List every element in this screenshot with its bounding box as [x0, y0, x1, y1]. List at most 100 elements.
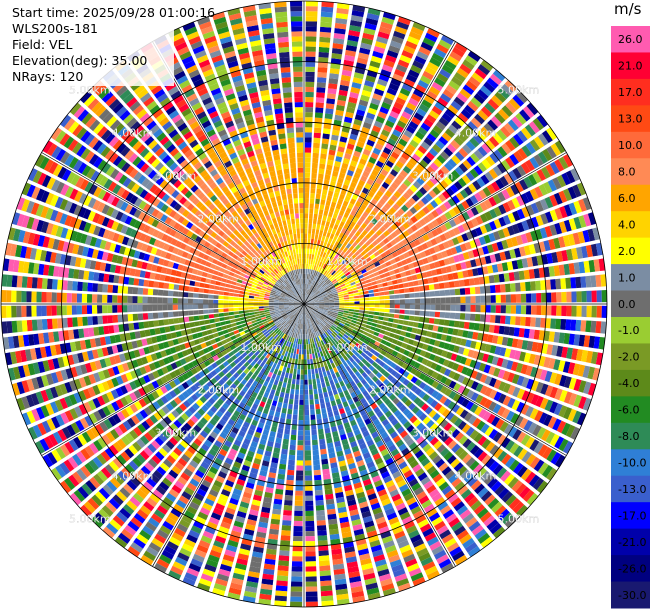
velocity-gate: [329, 327, 334, 333]
velocity-gate: [391, 251, 399, 258]
velocity-gate: [290, 591, 303, 597]
velocity-gate: [338, 293, 344, 297]
velocity-gate: [40, 405, 50, 418]
velocity-gate: [275, 329, 281, 334]
velocity-gate: [76, 468, 88, 481]
velocity-gate: [412, 280, 419, 286]
velocity-gate: [80, 504, 92, 517]
velocity-gate: [173, 387, 181, 396]
velocity-gate: [205, 352, 212, 359]
velocity-gate: [348, 462, 357, 470]
velocity-gate: [505, 156, 515, 168]
velocity-gate: [267, 318, 273, 323]
velocity-gate: [329, 244, 334, 250]
velocity-gate: [380, 21, 393, 30]
velocity-gate: [305, 31, 317, 37]
velocity-gate: [59, 397, 69, 410]
velocity-gate: [582, 365, 591, 379]
velocity-gate: [43, 436, 54, 449]
velocity-gate: [309, 291, 313, 296]
velocity-gate: [383, 97, 394, 106]
velocity-gate: [320, 580, 332, 587]
velocity-gate: [301, 319, 303, 325]
velocity-gate: [585, 350, 593, 364]
velocity-gate: [518, 270, 525, 280]
velocity-gate: [328, 416, 335, 423]
velocity-gate: [358, 548, 370, 556]
velocity-gate: [101, 393, 110, 404]
velocity-gate: [323, 473, 331, 480]
velocity-gate: [479, 314, 486, 322]
velocity-gate: [269, 523, 280, 530]
velocity-gate: [336, 450, 344, 457]
velocity-gate: [217, 331, 224, 337]
velocity-gate: [452, 272, 459, 280]
velocity-gate: [202, 530, 214, 540]
velocity-gate: [310, 343, 314, 349]
velocity-gate: [283, 398, 289, 404]
velocity-gate: [416, 356, 424, 363]
velocity-gate: [322, 283, 328, 288]
velocity-gate: [190, 367, 198, 375]
velocity-gate: [381, 418, 390, 427]
velocity-gate: [331, 129, 340, 136]
velocity-gate: [375, 229, 383, 236]
velocity-gate: [262, 429, 270, 436]
velocity-gate: [409, 298, 416, 304]
velocity-gate: [414, 370, 422, 378]
velocity-gate: [341, 126, 350, 133]
velocity-gate: [147, 393, 156, 403]
velocity-gate: [358, 421, 366, 429]
velocity-gate: [337, 598, 350, 606]
velocity-gate: [393, 318, 399, 324]
velocity-gate: [548, 358, 556, 370]
velocity-gate: [394, 309, 400, 314]
velocity-gate: [374, 308, 380, 312]
velocity-gate: [351, 155, 360, 163]
velocity-gate: [389, 299, 395, 304]
velocity-gate: [325, 108, 334, 115]
velocity-gate: [307, 307, 311, 313]
velocity-gate: [507, 372, 515, 383]
velocity-gate: [122, 420, 132, 431]
velocity-gate: [168, 380, 177, 389]
velocity-gate: [45, 403, 55, 416]
velocity-gate: [330, 277, 336, 282]
velocity-gate: [243, 345, 249, 352]
velocity-gate: [372, 93, 383, 101]
velocity-gate: [357, 247, 364, 253]
velocity-gate: [259, 417, 266, 424]
velocity-gate: [405, 40, 418, 50]
velocity-gate: [475, 227, 483, 236]
velocity-gate: [337, 243, 343, 249]
velocity-gate: [326, 290, 332, 294]
velocity-gate: [586, 290, 592, 303]
velocity-gate: [381, 325, 387, 330]
velocity-gate: [305, 16, 318, 22]
velocity-gate: [257, 320, 263, 325]
velocity-gate: [230, 335, 237, 341]
velocity-gate: [449, 414, 459, 424]
velocity-gate: [299, 308, 302, 314]
velocity-gate: [312, 269, 315, 276]
velocity-gate: [317, 352, 321, 358]
velocity-gate: [97, 470, 108, 482]
velocity-gate: [531, 293, 537, 303]
velocity-gate: [473, 277, 480, 285]
velocity-gate: [382, 267, 389, 273]
velocity-gate: [305, 551, 316, 557]
velocity-gate: [348, 238, 355, 245]
velocity-gate: [120, 396, 129, 407]
velocity-gate: [50, 467, 62, 481]
velocity-gate: [443, 258, 451, 266]
velocity-gate: [399, 511, 411, 521]
velocity-gate: [483, 324, 490, 333]
velocity-gate: [273, 319, 279, 324]
velocity-gate: [314, 326, 318, 332]
velocity-gate: [535, 381, 544, 393]
velocity-gate: [284, 428, 290, 435]
velocity-gate: [327, 267, 333, 273]
velocity-gate: [401, 395, 409, 404]
velocity-gate: [555, 278, 562, 290]
velocity-gate: [88, 459, 99, 472]
